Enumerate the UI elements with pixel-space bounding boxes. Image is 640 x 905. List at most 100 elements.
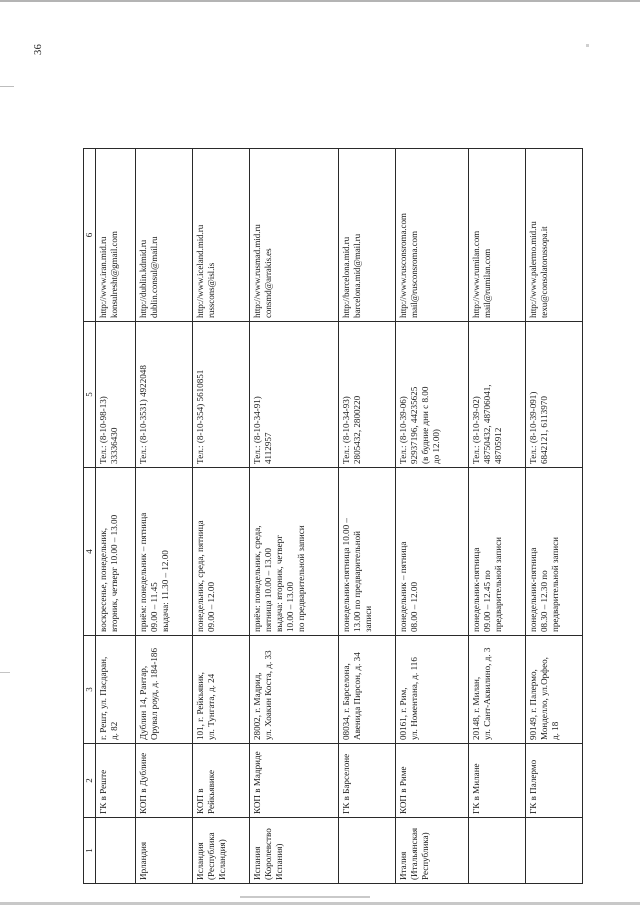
- reception-hours-cell: понедельник-пятница 09.00 – 12.45 по предв…: [468, 467, 526, 636]
- address-cell: 20148, г. Милан, ул. Сант-Аквилино, д. 3: [468, 635, 526, 744]
- country-cell-line: (Республика: [206, 832, 217, 880]
- country-cell: [338, 817, 396, 884]
- phone-cell-line: 6842121, 6113970: [539, 396, 550, 464]
- reception-hours-cell-line: записи: [363, 605, 374, 632]
- column-number-cell: 2: [83, 743, 96, 818]
- office-cell: КОП в Мадриде: [249, 743, 339, 818]
- column-number-cell: 6: [83, 148, 96, 322]
- country-cell-line: Исландия): [216, 839, 227, 880]
- country-cell-line: Испания): [273, 843, 284, 880]
- country-cell-line: (Итальянская: [409, 827, 420, 880]
- address-cell-line: д. 82: [108, 721, 119, 740]
- reception-hours-cell-line: воскресенье, понедельник,: [98, 527, 108, 632]
- scan-edge-top: [0, 0, 640, 2]
- address-cell: 90149, г. Палермо, Монделло, ул.Орфео, д. …: [525, 635, 583, 744]
- website-email-cell-line: dublin.consul@mail.ru: [149, 236, 160, 318]
- country-cell-line: Исландия: [195, 842, 206, 880]
- page-number: 36: [33, 43, 44, 55]
- consulates-table: 1 2 3 4 5 6 ГК в Реште г. Решт, ул. Пасда…: [83, 148, 583, 884]
- reception-hours-cell-line: 09.00 – 11.45: [149, 582, 160, 632]
- phone-cell-line: Тел.: (8-10-34-91): [251, 396, 262, 464]
- phone-cell-line: Тел.: (8-10-39-06): [398, 396, 409, 464]
- table-row: ГК в Барселоне 08034, г. Барселона, Авенид…: [338, 148, 396, 884]
- column-number-cell: 3: [83, 635, 96, 744]
- phone-cell-line: Тел.: (8-10-98-13): [98, 396, 108, 464]
- reception-hours-cell: понедельник, среда, пятница 09.00 – 12.00: [192, 467, 250, 636]
- office-cell-line: КОП в Рейкьявике: [195, 770, 217, 814]
- office-cell-line: ГК в Милане: [471, 763, 482, 814]
- phone-cell: Тел.: (8-10-98-13) 33336430: [95, 321, 136, 468]
- website-email-cell: http://www.rusconsroma.com mail@rusconsro…: [395, 148, 469, 322]
- website-email-cell-line: http://barcelona.mid.ru: [341, 236, 352, 318]
- office-cell: КОП в Дублине: [135, 743, 193, 818]
- reception-hours-cell-line: по предварительной записи: [295, 525, 306, 632]
- website-email-cell: http://www.rumilan.com mail@rumilan.com: [468, 148, 526, 322]
- website-email-cell-line: mail@rumilan.com: [482, 248, 493, 318]
- reception-hours-cell: приём: понедельник, среда, пятница 10.00 …: [249, 467, 339, 636]
- address-cell-line: 28002, г. Мадрид,: [251, 672, 262, 740]
- phone-cell: Тел.: (8-10-39-02) 48750432, 48706041, 487…: [468, 321, 526, 468]
- address-cell: г. Решт, ул. Пасдаран, д. 82: [95, 635, 136, 744]
- phone-cell: Тел.: (8-10-354) 5610851: [192, 321, 250, 468]
- office-cell-line: ГК в Барселоне: [341, 753, 352, 814]
- reception-hours-cell-line: 09.00 – 12.45 по: [482, 570, 493, 632]
- reception-hours-cell-line: 09.00 – 12.00: [206, 581, 217, 632]
- address-cell-line: 90149, г. Палермо,: [528, 669, 539, 740]
- phone-cell-line: Тел.: (8-10-39-02): [471, 396, 482, 464]
- address-cell-line: 101, г. Рейкьявик,: [195, 672, 206, 740]
- phone-cell-line: Тел.: (8-10-39-091): [528, 391, 539, 464]
- website-email-cell-line: http://www.rumilan.com: [471, 230, 482, 318]
- reception-hours-cell-line: 13.00 по предварительной: [352, 531, 363, 632]
- country-cell-line: Италия: [398, 851, 409, 880]
- phone-cell: Тел.: (8-10-3531) 4922048: [135, 321, 193, 468]
- website-email-cell: http://dublin.kdmid.ru dublin.consul@mail…: [135, 148, 193, 322]
- address-cell-line: Монделло, ул.Орфео,: [539, 657, 550, 740]
- office-cell: КОП в Рейкьявике: [192, 743, 250, 818]
- phone-cell-line: Тел.: (8-10-3531) 4922048: [138, 365, 149, 464]
- phone-cell-line: 48750432, 48706041,: [482, 384, 493, 464]
- column-number-cell: 4: [83, 467, 96, 636]
- phone-cell-line: Тел.: (8-10-34-93): [341, 396, 352, 464]
- reception-hours-cell-line: приём: понедельник, среда,: [251, 525, 262, 632]
- website-email-cell: http://www.iceland.mid.ru russcons@isl.is: [192, 148, 250, 322]
- website-email-cell-line: barcelona.mid@mail.ru: [352, 233, 363, 318]
- reception-hours-cell-line: пятница 10.00 – 13.00: [262, 548, 273, 632]
- reception-hours-cell-line: выдача: вторник, четверг: [273, 535, 284, 632]
- phone-cell-line: 2805432, 2800220: [352, 395, 363, 464]
- scan-artifact: [0, 86, 14, 87]
- address-cell-line: 00161, г. Рим,: [398, 687, 409, 740]
- phone-cell-line: до 12.00): [430, 429, 441, 464]
- address-cell: 08034, г. Барселона, Авенида Пирсон, д. 3…: [338, 635, 396, 744]
- scan-artifact: [0, 672, 10, 673]
- address-cell-line: 08034, г. Барселона,: [341, 663, 352, 740]
- reception-hours-cell-line: 08.30 – 12.30 по: [539, 570, 550, 632]
- website-email-cell-line: http://dublin.kdmid.ru: [138, 239, 149, 318]
- reception-hours-cell-line: приём: понедельник – пятница: [138, 512, 149, 632]
- address-cell: 00161, г. Рим, ул. Номентана, д. 116: [395, 635, 469, 744]
- phone-cell-line: (в будние дни с 8.00: [420, 386, 431, 464]
- reception-hours-cell-line: понедельник, среда, пятница: [195, 520, 206, 632]
- column-number-cell: 5: [83, 321, 96, 468]
- country-cell: Исландия (Республика Исландия): [192, 817, 250, 884]
- office-cell-line: КОП в Дублине: [138, 752, 149, 814]
- address-cell-line: Орувал роуд, д. 184-186: [149, 647, 160, 740]
- phone-cell-line: 92937196, 44235625: [409, 386, 420, 464]
- reception-hours-cell: понедельник-пятница 08.30 – 12.30 по предв…: [525, 467, 583, 636]
- website-email-cell-line: konsulresht@gmail.com: [108, 231, 119, 318]
- reception-hours-cell: воскресенье, понедельник, вторник, четвер…: [95, 467, 136, 636]
- country-cell: Испания (Королевство Испания): [249, 817, 339, 884]
- table-row: ГК в Реште г. Решт, ул. Пасдаран, д. 82 вос…: [95, 148, 136, 884]
- country-cell: Италия (Итальянская Республика): [395, 817, 469, 884]
- reception-hours-cell: понедельник-пятница 10.00 –13.00 по пред…: [338, 467, 396, 636]
- scan-artifact: [586, 44, 589, 47]
- website-email-cell-line: http://www.iran.mid.ru: [98, 236, 108, 318]
- phone-cell: Тел.: (8-10-34-91) 4112957: [249, 321, 339, 468]
- column-number-cell: 1: [83, 817, 96, 884]
- country-cell-line: Республика): [420, 832, 431, 880]
- rotated-table-frame: 1 2 3 4 5 6 ГК в Реште г. Решт, ул. Пасда…: [83, 148, 583, 884]
- country-cell: [95, 817, 136, 884]
- address-cell-line: ул. Номентана, д. 116: [409, 657, 420, 740]
- table-row: ГК в Палермо 90149, г. Палермо, Монделло, …: [525, 148, 583, 884]
- office-cell: ГК в Реште: [95, 743, 136, 818]
- office-cell-line: ГК в Реште: [98, 769, 108, 814]
